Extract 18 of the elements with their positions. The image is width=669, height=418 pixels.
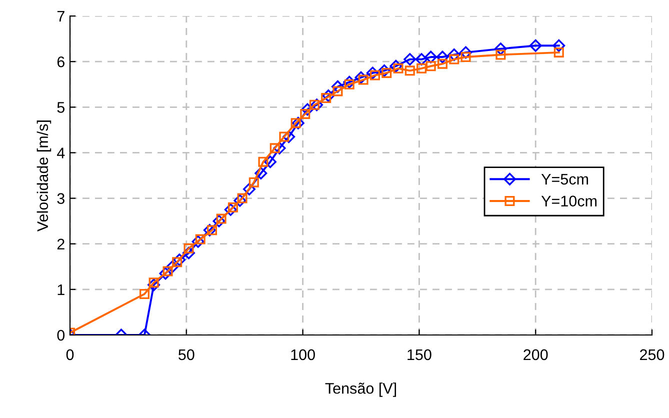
x-tick-label: 0 xyxy=(66,349,74,360)
legend-label: Y=5cm xyxy=(541,174,588,185)
x-tick-label: 100 xyxy=(291,349,315,360)
x-tick-label: 200 xyxy=(524,349,548,360)
y-tick-label: 3 xyxy=(57,193,64,204)
x-tick-label: 150 xyxy=(408,349,432,360)
y-tick-label: 0 xyxy=(57,330,65,341)
y-tick-label: 4 xyxy=(56,148,65,158)
y-tick-label: 7 xyxy=(57,11,64,22)
y-tick-label: 6 xyxy=(57,56,64,68)
x-tick-label: 50 xyxy=(178,349,194,360)
y-tick-label: 2 xyxy=(57,238,64,250)
x-tick-label: 250 xyxy=(640,349,664,360)
y-axis-title: Velocidade [m/s] xyxy=(36,120,52,232)
legend-label: Y=10cm xyxy=(541,196,597,206)
y-tick-label: 5 xyxy=(57,102,64,113)
y-tick-label: 1 xyxy=(58,284,64,295)
x-axis-title: Tensão [V] xyxy=(325,382,396,397)
